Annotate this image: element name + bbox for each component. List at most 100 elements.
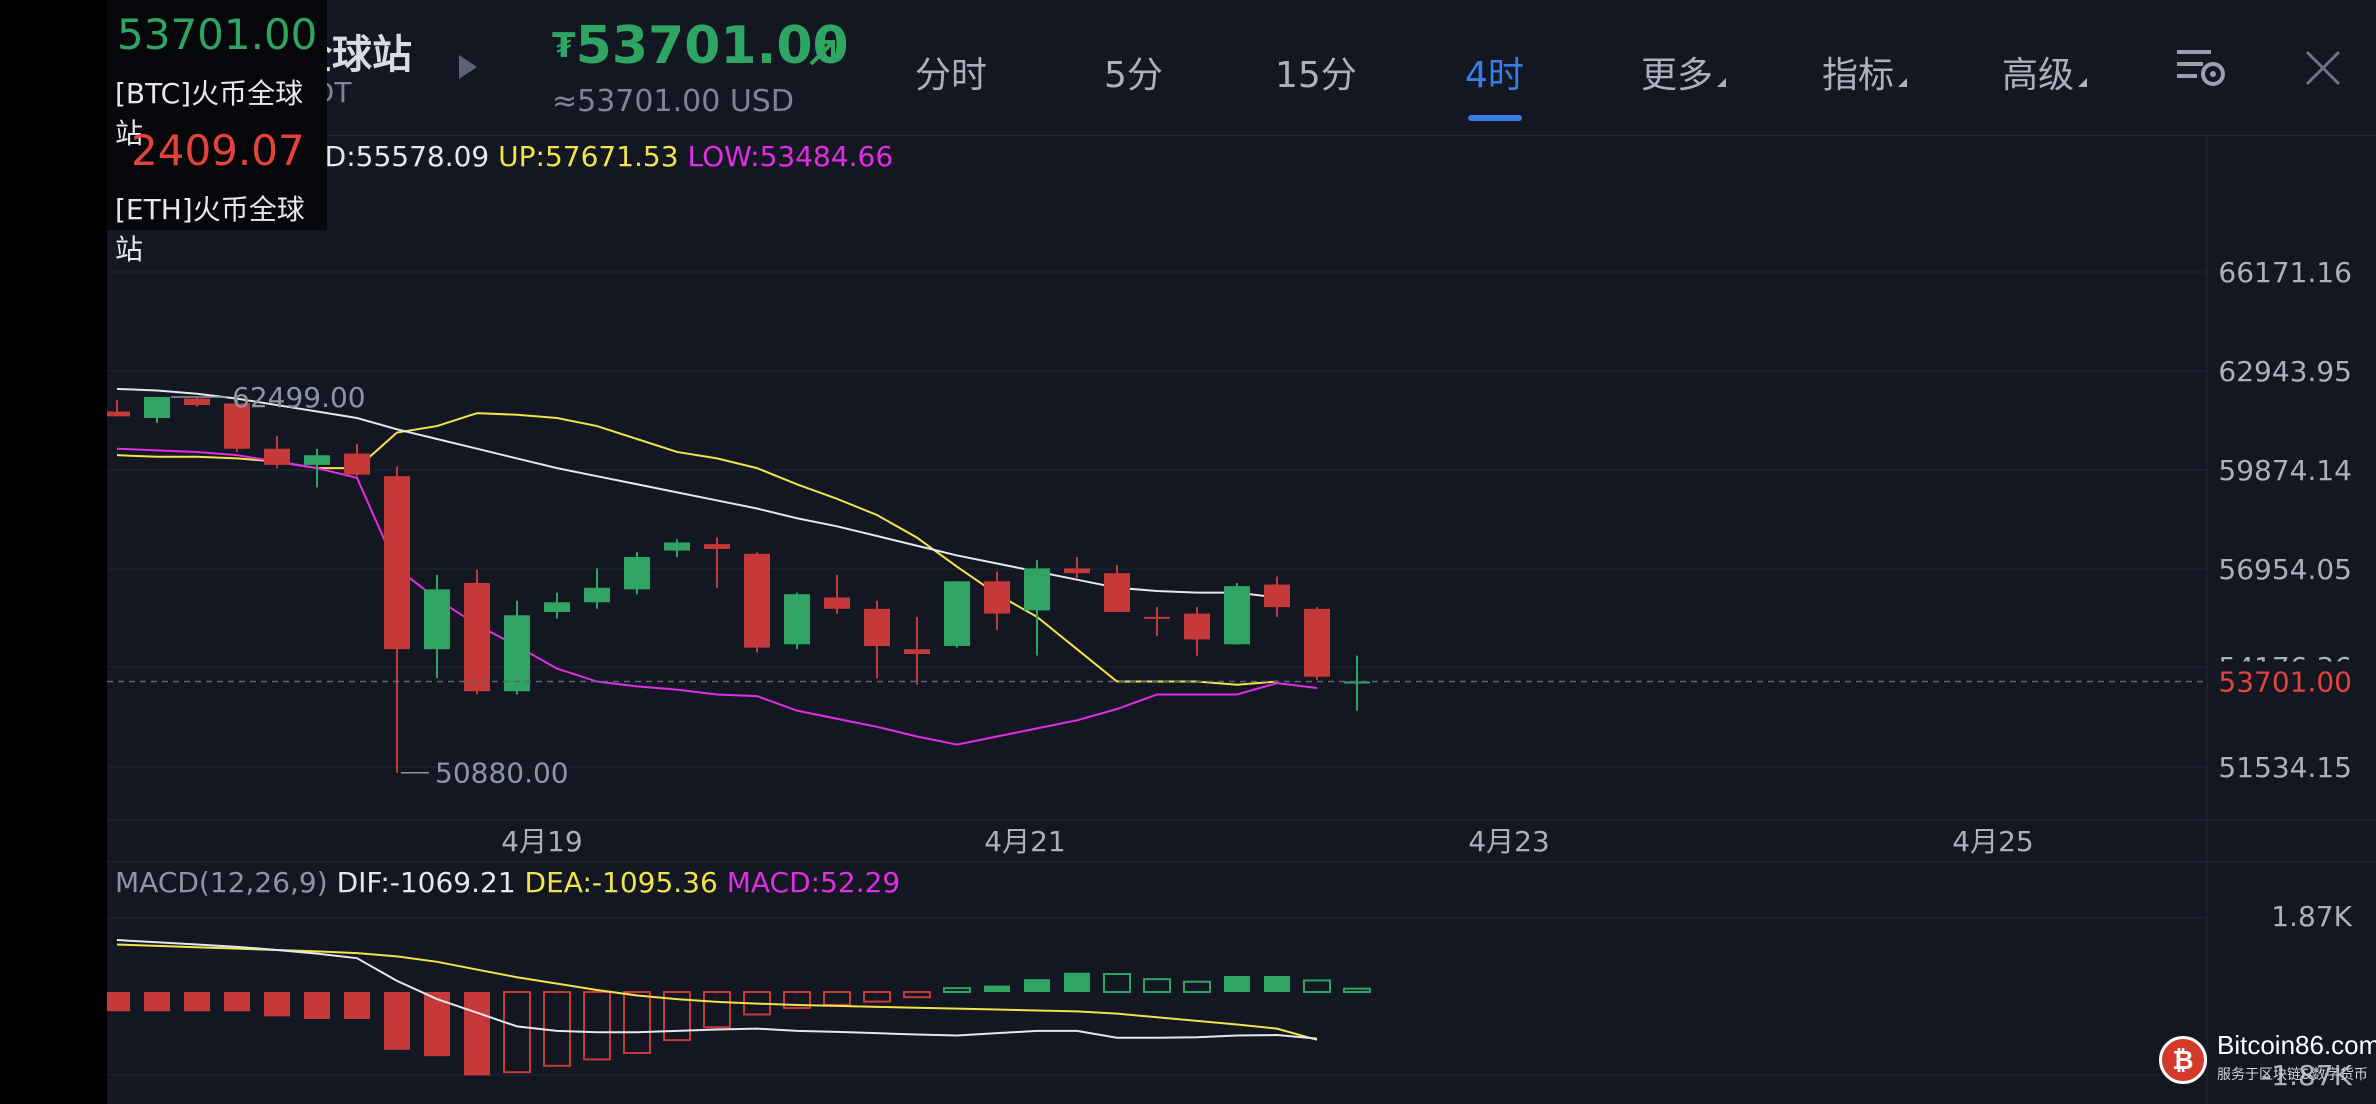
- tab-5min[interactable]: 5分: [1104, 46, 1163, 98]
- up-arrow-icon: [809, 40, 835, 66]
- boll-up-line: [116, 412, 1278, 686]
- boll-up-value: UP:57671.53: [498, 140, 679, 173]
- tab-4hour[interactable]: 4时: [1465, 46, 1524, 98]
- candle-body: [1304, 608, 1330, 677]
- tab-label: 5分: [1104, 55, 1163, 96]
- macd-histogram-bar: [1343, 987, 1371, 993]
- macd-histogram-bar: [264, 992, 290, 1017]
- macd-histogram-bar: [823, 991, 851, 1006]
- macd-histogram-bar: [943, 987, 971, 993]
- candle-body: [944, 581, 970, 646]
- macd-histogram-bar: [1143, 978, 1171, 993]
- candle-body: [107, 411, 130, 417]
- macd-dea-line: [116, 943, 1318, 1041]
- tab-indicators[interactable]: 指标: [1822, 46, 1908, 98]
- candle-body: [1104, 573, 1130, 613]
- tab-15min[interactable]: 15分: [1275, 46, 1357, 98]
- high-annotation: 62499.00: [232, 381, 366, 414]
- macd-histogram-bar: [1264, 975, 1290, 992]
- macd-histogram-bar: [583, 991, 611, 1061]
- candle-body: [144, 397, 170, 418]
- watermark: ₿ Bitcoin86.com 服务于区块链&数字货币: [2159, 1030, 2376, 1090]
- tether-symbol: ₮: [552, 26, 576, 66]
- tab-more[interactable]: 更多: [1641, 46, 1727, 98]
- candle-body: [304, 455, 330, 465]
- tab-label: 4时: [1465, 55, 1524, 96]
- macd-histogram-bar: [304, 992, 330, 1019]
- macd-label: MACD(12,26,9): [115, 866, 328, 899]
- left-black-bar: [0, 0, 107, 1104]
- macd-histogram-bar: [1103, 973, 1131, 994]
- date-axis-label: 4月25: [1952, 825, 2033, 858]
- macd-histogram-bar: [863, 991, 891, 1003]
- eth-ticker-price: 2409.07: [131, 126, 305, 175]
- macd-histogram-bar: [503, 991, 531, 1074]
- last-price: ₮53701.00: [552, 16, 849, 76]
- chart-settings-icon[interactable]: [2175, 44, 2227, 90]
- candle-body: [584, 587, 610, 603]
- candle-body: [624, 557, 650, 590]
- candle-body: [1024, 568, 1050, 611]
- candle-body: [184, 398, 210, 406]
- current-price-tag: 53701.00: [2218, 665, 2352, 698]
- macd-histogram-bar: [1183, 980, 1211, 993]
- candle-body: [1344, 681, 1370, 684]
- close-icon[interactable]: [2303, 48, 2343, 88]
- macd-histogram-bar: [184, 992, 210, 1012]
- tab-label: 15分: [1275, 55, 1357, 96]
- candle-body: [504, 615, 530, 692]
- candle-body: [864, 608, 890, 646]
- watermark-name: Bitcoin86.com: [2217, 1030, 2376, 1060]
- boll-mid-line: [116, 387, 1278, 599]
- play-icon[interactable]: [459, 55, 477, 79]
- macd-histogram-bar: [1303, 979, 1331, 994]
- tab-label: 指标: [1822, 55, 1895, 96]
- tab-timeline[interactable]: 分时: [915, 46, 987, 98]
- date-axis-label: 4月19: [501, 825, 582, 858]
- macd-axis-bottom: -1.87K: [2261, 1059, 2352, 1092]
- low-annotation: 50880.00: [435, 757, 569, 790]
- chart-app: 火币全球站 SDT ₮53701.00 ≈53701.00 USD 分时 5分 …: [107, 0, 2376, 1104]
- macd-histogram-bar: [1224, 975, 1250, 992]
- candle-body: [744, 553, 770, 648]
- candlestick-chart[interactable]: 66171.1662943.9559874.1456954.0554176.36…: [107, 0, 2376, 1104]
- candle-body: [424, 589, 450, 650]
- macd-dif-value: DIF:-1069.21: [336, 866, 516, 899]
- boll-low-line: [116, 447, 1318, 746]
- price-axis-label: 59874.14: [2218, 454, 2352, 487]
- candle-body: [224, 403, 250, 449]
- price-axis-label: 56954.05: [2218, 553, 2352, 586]
- candle-body: [824, 597, 850, 609]
- dropdown-corner-icon: [1717, 78, 1727, 87]
- macd-axis-top: 1.87K: [2271, 900, 2352, 933]
- ticker-overlay[interactable]: 53701.00 [BTC]火币全球站 2409.07 [ETH]火币全球站: [107, 0, 327, 266]
- macd-histogram-bar: [703, 991, 731, 1029]
- macd-histogram-bar: [464, 992, 490, 1076]
- candle-body: [544, 602, 570, 613]
- candle-body: [344, 453, 370, 475]
- macd-histogram-bar: [1024, 979, 1050, 992]
- candle-body: [464, 582, 490, 692]
- macd-dea-value: DEA:-1095.36: [524, 866, 718, 899]
- macd-macd-value: MACD:52.29: [726, 866, 901, 899]
- macd-dif-line: [116, 939, 1318, 1040]
- macd-histogram-bar: [224, 992, 250, 1012]
- price-axis-label: 51534.15: [2218, 751, 2352, 784]
- macd-indicator-line: MACD(12,26,9) DIF:-1069.21 DEA:-1095.36 …: [115, 866, 900, 899]
- tab-advanced[interactable]: 高级: [2002, 46, 2088, 98]
- tab-label: 高级: [2002, 55, 2075, 96]
- candle-body: [784, 594, 810, 645]
- macd-histogram-bar: [984, 985, 1010, 992]
- date-axis-label: 4月21: [984, 825, 1065, 858]
- candle-body: [1264, 584, 1290, 608]
- candle-body: [264, 448, 290, 465]
- candle-body: [1064, 568, 1090, 574]
- dropdown-corner-icon: [2078, 78, 2088, 87]
- bitcoin-logo-icon: ₿: [2159, 1036, 2207, 1084]
- macd-histogram-bar: [1064, 972, 1090, 992]
- last-price-value: 53701.00: [575, 16, 849, 76]
- dropdown-corner-icon: [1898, 78, 1908, 87]
- candle-body: [1184, 613, 1210, 640]
- macd-histogram-bar: [903, 991, 931, 999]
- macd-histogram-bar: [783, 991, 811, 1010]
